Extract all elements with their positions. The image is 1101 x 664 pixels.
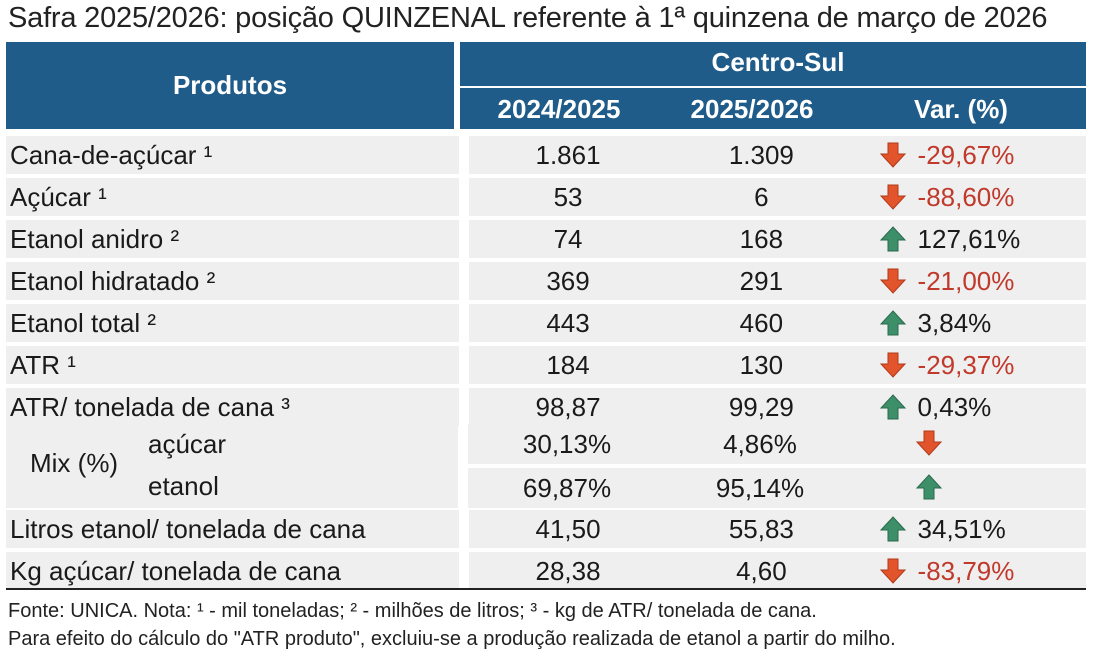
row-variation: 3,84% [855, 304, 1086, 342]
row-product-name: ATR ¹ [6, 346, 459, 384]
row-product-name: Etanol total ² [6, 304, 459, 342]
mix-label: Mix (%) [30, 448, 119, 478]
row-variation: -29,67% [855, 136, 1086, 174]
mix-etanol-2024: 69,87% [522, 473, 612, 503]
arrow-down-icon [915, 430, 943, 456]
arrow-up-icon [915, 474, 943, 500]
row-gap [458, 304, 469, 342]
row-value-2025: 291 [667, 262, 856, 300]
header-divider [460, 86, 1086, 88]
row-value-2024: 369 [468, 262, 668, 300]
row-value-2025: 55,83 [667, 510, 856, 548]
row-variation: -88,60% [855, 178, 1086, 216]
row-variation-value: -21,00% [917, 265, 1015, 296]
mix-row-acucar: 30,13% 4,86% [468, 424, 1086, 464]
row-variation: -21,00% [855, 262, 1086, 300]
row-product-name: Cana-de-açúcar ¹ [6, 136, 459, 174]
table-row: Etanol anidro ² 74 168 127,61% [6, 220, 1086, 258]
row-variation-value: 127,61% [917, 223, 1021, 254]
mix-sub-acucar: açúcar [148, 429, 227, 459]
row-variation: -29,37% [855, 346, 1086, 384]
footnote-source: Fonte: UNICA. Nota: ¹ - mil toneladas; ²… [8, 600, 817, 622]
row-gap [458, 136, 469, 174]
row-product-name: ATR/ tonelada de cana ³ [6, 388, 459, 426]
row-variation-value: -29,67% [917, 139, 1015, 170]
arrow-down-icon [879, 142, 906, 168]
row-product-name: Etanol hidratado ² [6, 262, 459, 300]
arrow-up-icon [879, 225, 906, 251]
row-value-2025: 168 [667, 220, 856, 258]
mix-name-cell: Mix (%) açúcar etanol [6, 424, 458, 508]
footnote-atr: Para efeito do cálculo do "ATR produto",… [8, 628, 896, 650]
mix-acucar-2024: 30,13% [522, 429, 612, 459]
arrow-down-icon [879, 184, 906, 210]
table-row: Etanol total ² 443 460 3,84% [6, 304, 1086, 342]
table-row: ATR ¹ 184 130 -29,37% [6, 346, 1086, 384]
row-value-2025: 6 [667, 178, 856, 216]
row-product-name: Kg açúcar/ tonelada de cana [6, 552, 459, 590]
row-product-name: Litros etanol/ tonelada de cana [6, 510, 459, 548]
table-row: Litros etanol/ tonelada de cana 41,50 55,8… [6, 510, 1086, 548]
page-title: Safra 2025/2026: posição QUINZENAL refer… [8, 2, 1048, 34]
row-variation: 34,51% [855, 510, 1086, 548]
row-value-2025: 130 [667, 346, 856, 384]
row-variation-value: -29,37% [917, 349, 1015, 380]
data-table: Cana-de-açúcar ¹ 1.861 1.309 -29,67% Açúcar … [6, 132, 1086, 430]
row-value-2024: 28,38 [468, 552, 668, 590]
row-value-2025: 4,60 [667, 552, 856, 590]
row-value-2024: 74 [468, 220, 668, 258]
arrow-down-icon [879, 268, 906, 294]
row-product-name: Açúcar ¹ [6, 178, 459, 216]
header-products-label: Produtos [172, 70, 288, 100]
row-gap [458, 178, 469, 216]
header-products-cell: Produtos [6, 42, 454, 129]
row-variation: 127,61% [855, 220, 1086, 258]
row-variation: -83,79% [855, 552, 1086, 590]
mix-row-etanol: 69,87% 95,14% [468, 468, 1086, 508]
row-value-2024: 41,50 [468, 510, 668, 548]
row-variation-value: 34,51% [917, 513, 1006, 544]
header-col-2024: 2024/2025 [497, 94, 621, 124]
header-region-cell: Centro-Sul 2024/2025 2025/2026 Var. (%) [460, 42, 1086, 129]
row-value-2024: 184 [468, 346, 668, 384]
row-gap [458, 510, 469, 548]
mix-sub-etanol: etanol [148, 471, 219, 501]
row-variation-value: 0,43% [917, 391, 992, 422]
arrow-up-icon [879, 515, 906, 541]
mix-etanol-2025: 95,14% [715, 473, 805, 503]
header-col-2025: 2025/2026 [690, 94, 814, 124]
mix-acucar-2025: 4,86% [723, 429, 797, 459]
arrow-down-icon [879, 558, 906, 584]
row-product-name: Etanol anidro ² [6, 220, 459, 258]
arrow-up-icon [879, 309, 906, 335]
table-row: ATR/ tonelada de cana ³ 98,87 99,29 0,43% [6, 388, 1086, 426]
row-variation-value: -83,79% [917, 555, 1015, 586]
data-table-lower: Litros etanol/ tonelada de cana 41,50 55,8… [6, 506, 1086, 594]
header-region-label: Centro-Sul [711, 47, 845, 77]
row-variation-value: 3,84% [917, 307, 992, 338]
row-value-2024: 1.861 [468, 136, 668, 174]
header-col-var: Var. (%) [914, 94, 1008, 124]
table-row: Açúcar ¹ 53 6 -88,60% [6, 178, 1086, 216]
row-gap [458, 552, 469, 590]
row-gap [458, 220, 469, 258]
table-bottom-rule [6, 588, 1086, 590]
table-row: Cana-de-açúcar ¹ 1.861 1.309 -29,67% [6, 136, 1086, 174]
row-value-2025: 99,29 [667, 388, 856, 426]
row-value-2024: 53 [468, 178, 668, 216]
row-gap [458, 262, 469, 300]
row-value-2025: 460 [667, 304, 856, 342]
mix-block: Mix (%) açúcar etanol 30,13% 4,86% 69,87… [6, 424, 1086, 508]
row-gap [458, 388, 469, 426]
arrow-down-icon [879, 352, 906, 378]
row-value-2024: 443 [468, 304, 668, 342]
table-row: Kg açúcar/ tonelada de cana 28,38 4,60 -83,… [6, 552, 1086, 590]
row-gap [458, 346, 469, 384]
row-value-2024: 98,87 [468, 388, 668, 426]
row-value-2025: 1.309 [667, 136, 856, 174]
table-row: Etanol hidratado ² 369 291 -21,00% [6, 262, 1086, 300]
row-variation: 0,43% [855, 388, 1086, 426]
row-variation-value: -88,60% [917, 181, 1015, 212]
arrow-up-icon [879, 393, 906, 419]
